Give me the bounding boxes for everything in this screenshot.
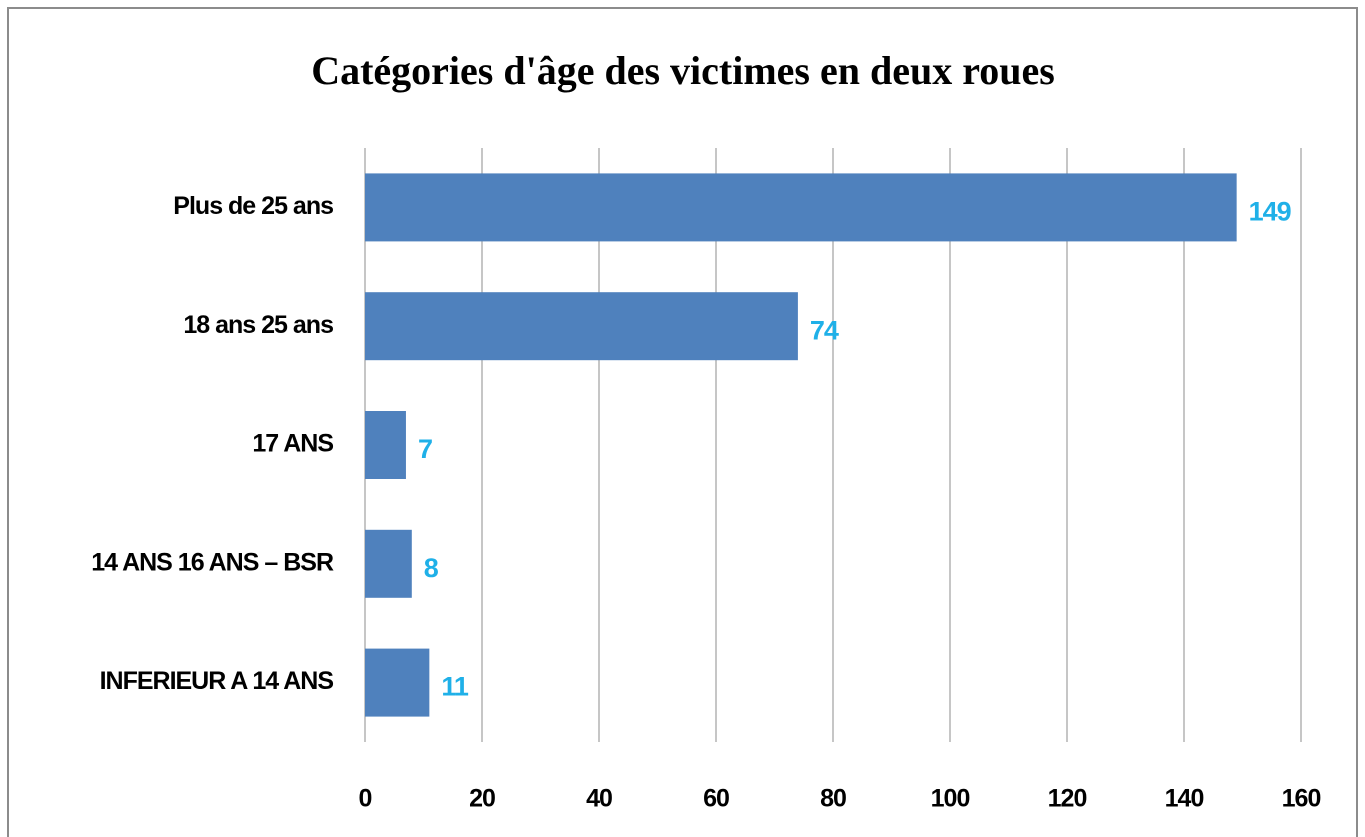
bar	[365, 292, 798, 361]
chart-frame	[7, 7, 1358, 837]
y-tick-label: Plus de 25 ans	[173, 192, 333, 220]
x-tick-label: 60	[703, 785, 729, 813]
y-tick-label: 14 ANS 16 ANS – BSR	[91, 548, 334, 576]
value-label: 74	[810, 315, 839, 345]
bar	[365, 529, 412, 598]
bar	[365, 173, 1237, 242]
value-label: 7	[418, 434, 432, 464]
y-tick-label: 18 ans 25 ans	[183, 311, 333, 339]
x-tick-label: 20	[469, 785, 495, 813]
value-label: 8	[424, 553, 439, 583]
x-tick-label: 80	[820, 785, 846, 813]
bar	[365, 648, 430, 717]
bar	[365, 411, 406, 479]
x-tick-label: 120	[1048, 785, 1087, 813]
x-tick-label: 100	[931, 785, 970, 813]
value-label: 149	[1249, 197, 1292, 227]
y-tick-label: INFERIEUR A 14 ANS	[100, 667, 334, 695]
y-tick-label: 17 ANS	[252, 430, 333, 458]
chart-title: Catégories d'âge des victimes en deux ro…	[311, 48, 1055, 93]
x-tick-label: 40	[586, 785, 612, 813]
x-tick-label: 140	[1165, 785, 1204, 813]
x-tick-label: 0	[359, 785, 372, 813]
x-tick-label: 160	[1282, 785, 1321, 813]
value-label: 11	[441, 672, 469, 702]
